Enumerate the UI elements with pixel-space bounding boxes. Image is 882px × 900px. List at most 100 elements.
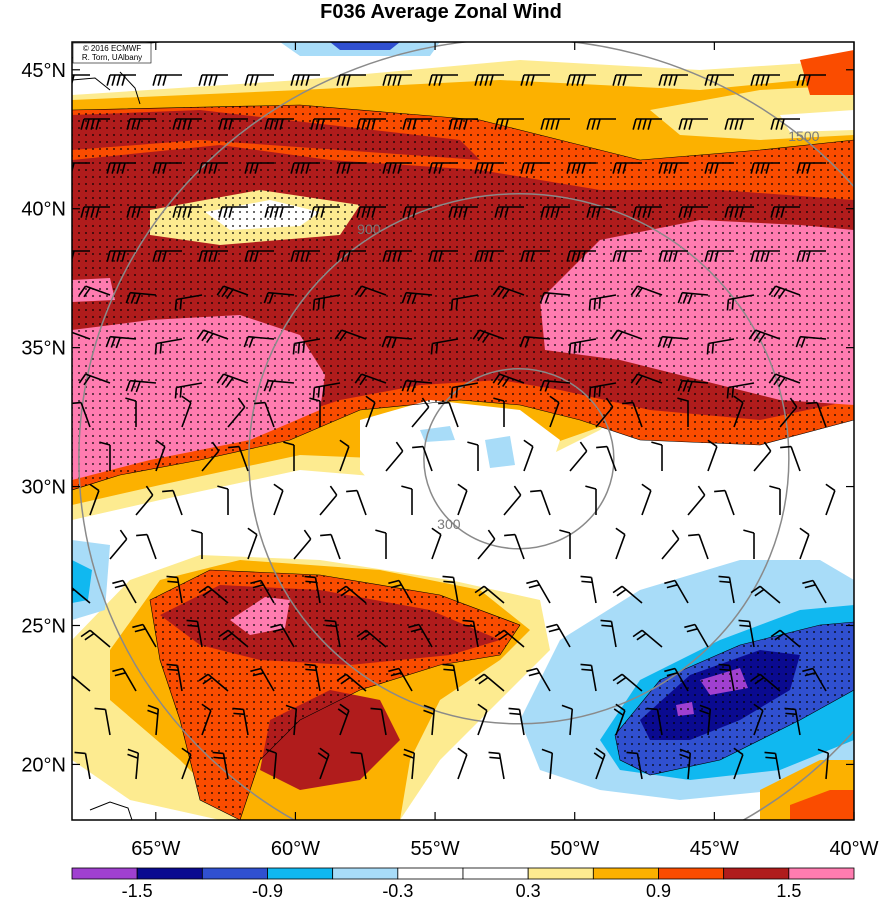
x-tick-label: 50°W [550,838,599,860]
wind-barb [346,489,367,516]
x-tick-label: 60°W [271,838,320,860]
wind-barb [212,751,229,780]
x-tick-label: 45°W [690,838,739,860]
wind-barb [89,483,100,516]
y-tick-label: 25°N [21,616,66,638]
colorbar-swatch [332,867,399,880]
field-region [360,400,560,525]
wind-barb [748,329,781,343]
wind-barb [520,250,550,262]
wind-barb [428,74,458,86]
y-tick-label: 20°N [21,754,66,776]
wind-barb [125,397,137,427]
wind-barb [724,118,754,130]
wind-barb [825,483,836,516]
y-tick-label: 30°N [21,477,66,499]
wind-barb [770,629,801,648]
x-tick-label: 40°W [829,838,878,860]
wind-barb [595,397,614,428]
wind-barb [457,747,468,780]
y-tick-label: 35°N [21,338,66,360]
wind-barb [677,291,709,305]
wind-barb [612,74,642,86]
wind-barb [356,118,386,130]
wind-barb [580,663,597,692]
wind-barb [630,373,663,386]
wind-barb [504,533,525,560]
wind-barb [112,667,137,692]
wind-barb [270,623,295,648]
wind-barb [216,373,249,387]
wind-barb [162,489,183,516]
wind-barb [310,206,340,218]
colorbar-swatch [658,867,725,880]
wind-barb [106,250,136,262]
wind-barb [632,629,663,648]
wind-barb [612,250,642,262]
wind-barb [201,703,212,736]
wind-barb [94,707,111,736]
wind-barb [492,285,525,299]
wind-barb [448,118,478,130]
colorbar-swatch [462,867,529,880]
wind-barb [796,250,826,262]
colorbar-swatch [723,867,790,880]
wind-barb [290,74,320,86]
wind-barb [474,585,505,604]
wind-barb [232,707,249,736]
wind-barb [336,74,366,86]
wind-barb [780,445,801,472]
wind-barb [181,395,192,428]
wind-barb [370,707,387,736]
range-ring [248,193,790,725]
wind-barb [228,445,249,472]
wind-barb [99,441,111,471]
wind-barb [750,74,780,86]
wind-barb [365,395,376,428]
wind-barb [526,579,551,604]
wind-barb [191,529,203,559]
wind-barb [462,619,479,648]
wind-barb [753,703,764,736]
wind-barb [448,206,478,218]
wind-barb [74,751,91,780]
x-axis: 65°W 60°W 55°W 50°W 45°W 40°W [131,42,879,860]
wind-barb [733,747,744,780]
colorbar-swatch [397,867,464,880]
wind-barb [472,329,505,343]
colorbar-label: -0.9 [252,881,283,900]
wind-barb [796,162,826,174]
x-tick-label: 55°W [411,838,460,860]
wind-barb [80,206,110,218]
wind-barb [181,747,192,780]
wind-barb [109,529,128,560]
wind-barb [769,485,781,515]
wind-barb [678,206,708,218]
wind-barb [112,579,137,604]
wind-barb [474,673,505,692]
wind-barb [494,629,525,648]
wind-barb [494,206,524,218]
wind-barb [312,382,341,399]
stipple-region [149,569,521,820]
colorbar-swatch [527,867,594,880]
wind-barb [293,529,312,560]
range-rings: 300 900 1500 [78,42,854,820]
wind-barb [817,748,830,780]
wind-barb [488,751,505,780]
wind-barb [80,629,111,648]
wind-barb [704,74,734,86]
wind-barb [320,533,341,560]
wind-barb [132,623,157,648]
credit-line-1: © 2016 ECMWF [83,44,141,53]
wind-barb [172,206,202,218]
wind-barb [586,118,616,130]
wind-barb [540,206,570,218]
ring-label: 1500 [788,128,819,144]
wind-barb [658,250,688,262]
wind-barb [431,527,442,560]
wind-barb [263,379,295,392]
wind-barb [244,250,274,262]
wind-barb [304,663,321,692]
wind-barbs [72,74,836,780]
